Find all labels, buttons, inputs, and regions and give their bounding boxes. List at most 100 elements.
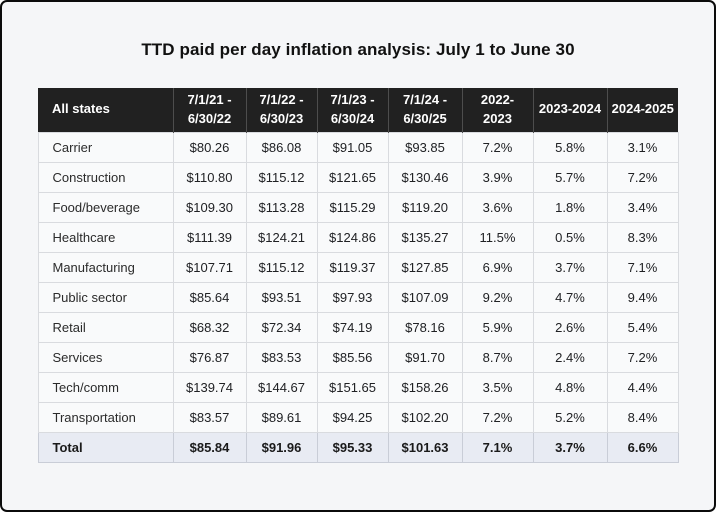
- cell: 11.5%: [461, 221, 534, 253]
- cell: 9.4%: [606, 281, 679, 313]
- cell: $130.46: [387, 161, 463, 193]
- cell: $76.87: [172, 341, 247, 373]
- cell: $83.53: [245, 341, 318, 373]
- cell: 4.4%: [606, 371, 679, 403]
- cell: 0.5%: [532, 221, 608, 253]
- cell: 5.9%: [461, 311, 534, 343]
- cell: 8.3%: [606, 221, 679, 253]
- cell: 6.9%: [461, 251, 534, 283]
- cell: $68.32: [172, 311, 247, 343]
- row-label: Carrier: [37, 131, 174, 163]
- cell: 5.4%: [606, 311, 679, 343]
- cell: $80.26: [172, 131, 247, 163]
- table-row: Healthcare $111.39 $124.21 $124.86 $135.…: [37, 221, 679, 253]
- cell: $113.28: [245, 191, 318, 223]
- cell: 4.7%: [532, 281, 608, 313]
- total-label: Total: [37, 431, 174, 463]
- cell: 1.8%: [532, 191, 608, 223]
- cell: $115.29: [316, 191, 389, 223]
- table-row: Retail $68.32 $72.34 $74.19 $78.16 5.9% …: [37, 311, 679, 343]
- total-cell: 6.6%: [606, 431, 679, 463]
- row-label: Food/beverage: [37, 191, 174, 223]
- cell: $135.27: [387, 221, 463, 253]
- table-row: Manufacturing $107.71 $115.12 $119.37 $1…: [37, 251, 679, 283]
- total-cell: $91.96: [245, 431, 318, 463]
- cell: $86.08: [245, 131, 318, 163]
- cell: 2.4%: [532, 341, 608, 373]
- cell: $72.34: [245, 311, 318, 343]
- total-cell: $101.63: [387, 431, 463, 463]
- total-cell: $95.33: [316, 431, 389, 463]
- cell: 7.1%: [606, 251, 679, 283]
- cell: 8.7%: [461, 341, 534, 373]
- cell: $107.09: [387, 281, 463, 313]
- cell: $83.57: [172, 401, 247, 433]
- cell: $93.51: [245, 281, 318, 313]
- cell: 5.7%: [532, 161, 608, 193]
- cell: $107.71: [172, 251, 247, 283]
- cell: $94.25: [316, 401, 389, 433]
- cell: $93.85: [387, 131, 463, 163]
- cell: $121.65: [316, 161, 389, 193]
- cell: $115.12: [245, 251, 318, 283]
- cell: 3.6%: [461, 191, 534, 223]
- cell: $158.26: [387, 371, 463, 403]
- cell: $115.12: [245, 161, 318, 193]
- column-header-period-2: 7/1/22 - 6/30/23: [246, 88, 318, 132]
- table-row: Food/beverage $109.30 $113.28 $115.29 $1…: [37, 191, 679, 223]
- cell: $124.86: [316, 221, 389, 253]
- cell: 3.7%: [532, 251, 608, 283]
- cell: $139.74: [172, 371, 247, 403]
- cell: $111.39: [172, 221, 247, 253]
- row-label: Healthcare: [37, 221, 174, 253]
- cell: $89.61: [245, 401, 318, 433]
- cell: 3.9%: [461, 161, 534, 193]
- row-label: Retail: [37, 311, 174, 343]
- row-label: Transportation: [37, 401, 174, 433]
- column-header-2022-2023: 2022-2023: [462, 88, 534, 132]
- row-label: Construction: [37, 161, 174, 193]
- page-title: TTD paid per day inflation analysis: Jul…: [141, 40, 575, 59]
- cell: 3.5%: [461, 371, 534, 403]
- table-row: Construction $110.80 $115.12 $121.65 $13…: [37, 161, 679, 193]
- total-cell: 7.1%: [461, 431, 534, 463]
- cell: $102.20: [387, 401, 463, 433]
- row-label: Tech/comm: [37, 371, 174, 403]
- table-row: Transportation $83.57 $89.61 $94.25 $102…: [37, 401, 679, 433]
- total-cell: 3.7%: [532, 431, 608, 463]
- cell: $109.30: [172, 191, 247, 223]
- cell: $127.85: [387, 251, 463, 283]
- column-header-2024-2025: 2024-2025: [607, 88, 678, 132]
- cell: 3.4%: [606, 191, 679, 223]
- cell: $119.37: [316, 251, 389, 283]
- cell: 7.2%: [461, 401, 534, 433]
- column-header-period-4: 7/1/24 - 6/30/25: [388, 88, 463, 132]
- cell: $119.20: [387, 191, 463, 223]
- column-header-period-3: 7/1/23 - 6/30/24: [317, 88, 389, 132]
- cell: $151.65: [316, 371, 389, 403]
- cell: $144.67: [245, 371, 318, 403]
- table-row: Carrier $80.26 $86.08 $91.05 $93.85 7.2%…: [37, 131, 679, 163]
- cell: 5.2%: [532, 401, 608, 433]
- cell: 2.6%: [532, 311, 608, 343]
- row-label: Public sector: [37, 281, 174, 313]
- table-row: Tech/comm $139.74 $144.67 $151.65 $158.2…: [37, 371, 679, 403]
- cell: $97.93: [316, 281, 389, 313]
- header-row: All states 7/1/21 - 6/30/22 7/1/22 - 6/3…: [38, 88, 678, 132]
- total-cell: $85.84: [172, 431, 247, 463]
- column-header-2023-2024: 2023-2024: [533, 88, 608, 132]
- cell: 4.8%: [532, 371, 608, 403]
- table-row: Public sector $85.64 $93.51 $97.93 $107.…: [37, 281, 679, 313]
- row-label: Services: [37, 341, 174, 373]
- cell: 5.8%: [532, 131, 608, 163]
- column-header-all-states: All states: [38, 88, 174, 132]
- cell: $78.16: [387, 311, 463, 343]
- cell: 7.2%: [461, 131, 534, 163]
- cell: $124.21: [245, 221, 318, 253]
- cell: 3.1%: [606, 131, 679, 163]
- cell: $91.70: [387, 341, 463, 373]
- total-row: Total $85.84 $91.96 $95.33 $101.63 7.1% …: [37, 431, 679, 463]
- cell: $85.56: [316, 341, 389, 373]
- cell: 7.2%: [606, 161, 679, 193]
